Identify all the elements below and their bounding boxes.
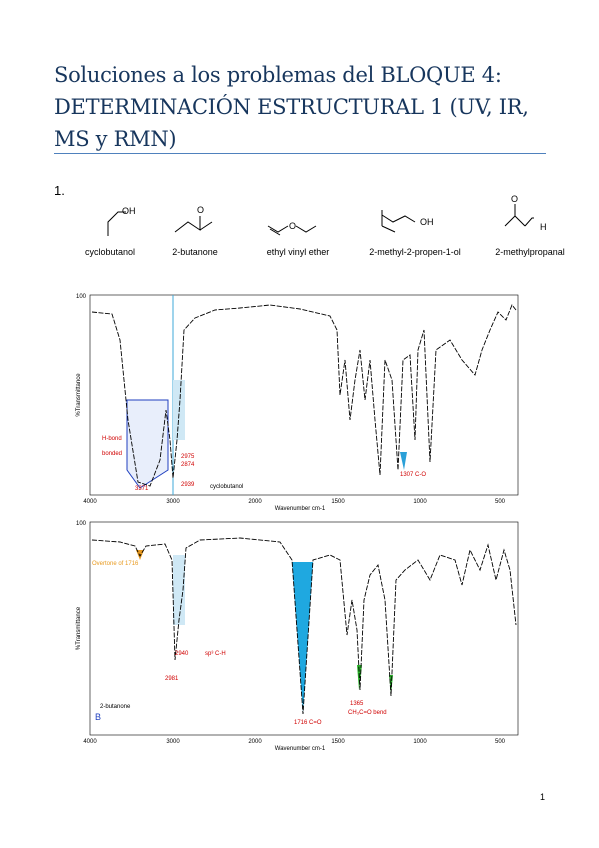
rule — [54, 153, 546, 154]
annotation: 2-butanone — [100, 704, 131, 710]
x-tick-label: 3000 — [166, 499, 180, 505]
x-tick-label: 4000 — [83, 739, 97, 745]
title-line: MS y RMN) — [54, 127, 177, 151]
annotation: B — [95, 712, 101, 722]
annotation: 2874 — [181, 462, 195, 468]
atom-label: H — [540, 222, 547, 232]
top-tick: 100 — [76, 294, 87, 300]
x-axis-label: Wavenumber cm-1 — [275, 506, 326, 512]
compound-names: cyclobutanol 2-butanone ethyl vinyl ethe… — [85, 247, 565, 257]
annotation: H-bond — [102, 436, 122, 442]
compound-name: 2-butanone — [172, 247, 218, 257]
compound-name: ethyl vinyl ether — [267, 247, 330, 257]
atom-labels: OH O O OH O H — [122, 194, 547, 232]
top-tick: 100 — [76, 521, 87, 527]
compound-name: 2-methyl-2-propen-1-ol — [369, 247, 461, 257]
x-tick-label: 1000 — [413, 739, 427, 745]
compound-name: cyclobutanol — [85, 247, 135, 257]
atom-label: OH — [420, 217, 434, 227]
x-tick-label: 2000 — [248, 499, 262, 505]
problem-number: 1. — [54, 183, 65, 198]
x-tick-label: 500 — [495, 739, 506, 745]
x-tick-label: 1500 — [331, 499, 345, 505]
x-tick-label: 1000 — [413, 499, 427, 505]
annotation: 1307 C-O — [400, 472, 426, 478]
title-line: DETERMINACIÓN ESTRUCTURAL 1 (UV, IR, — [54, 95, 529, 119]
spectrum-text: 100 %Transmittance Wavenumber cm-1 4000 3000… — [76, 294, 506, 752]
annotation: Overtone of 1716 — [92, 561, 139, 567]
spectrum-1 — [89, 294, 519, 496]
y-axis-label: %Transmittance — [76, 373, 82, 417]
x-tick-label: 4000 — [83, 499, 97, 505]
spectrum-2 — [89, 521, 519, 736]
annotation: 1365 — [350, 701, 364, 707]
atom-label: O — [197, 205, 204, 215]
annotation: CH₃C=O bend — [348, 710, 387, 716]
title-line: Soluciones a los problemas del BLOQUE 4: — [54, 63, 502, 87]
compound-name: 2-methylpropanal — [495, 247, 565, 257]
atom-label: O — [289, 221, 296, 231]
structures — [107, 204, 534, 236]
x-tick-label: 3000 — [166, 739, 180, 745]
atom-label: O — [511, 194, 518, 204]
annotation: 2940 — [175, 651, 189, 657]
annotation: 3371 — [135, 486, 149, 492]
atom-label: OH — [122, 206, 136, 216]
annotation: 1716 C=O — [294, 720, 322, 726]
annotation: bonded — [102, 451, 122, 457]
y-axis-label: %Transmittance — [76, 606, 82, 650]
page-number: 1 — [540, 792, 545, 802]
x-axis-label: Wavenumber cm-1 — [275, 746, 326, 752]
x-tick-label: 2000 — [248, 739, 262, 745]
annotation: cyclobutanol — [210, 484, 243, 490]
x-tick-label: 1500 — [331, 739, 345, 745]
x-tick-label: 500 — [495, 499, 506, 505]
annotation: 2939 — [181, 482, 195, 488]
annotation: 2981 — [165, 676, 179, 682]
annotation: 2975 — [181, 454, 195, 460]
annotation: sp³ C-H — [205, 651, 226, 657]
